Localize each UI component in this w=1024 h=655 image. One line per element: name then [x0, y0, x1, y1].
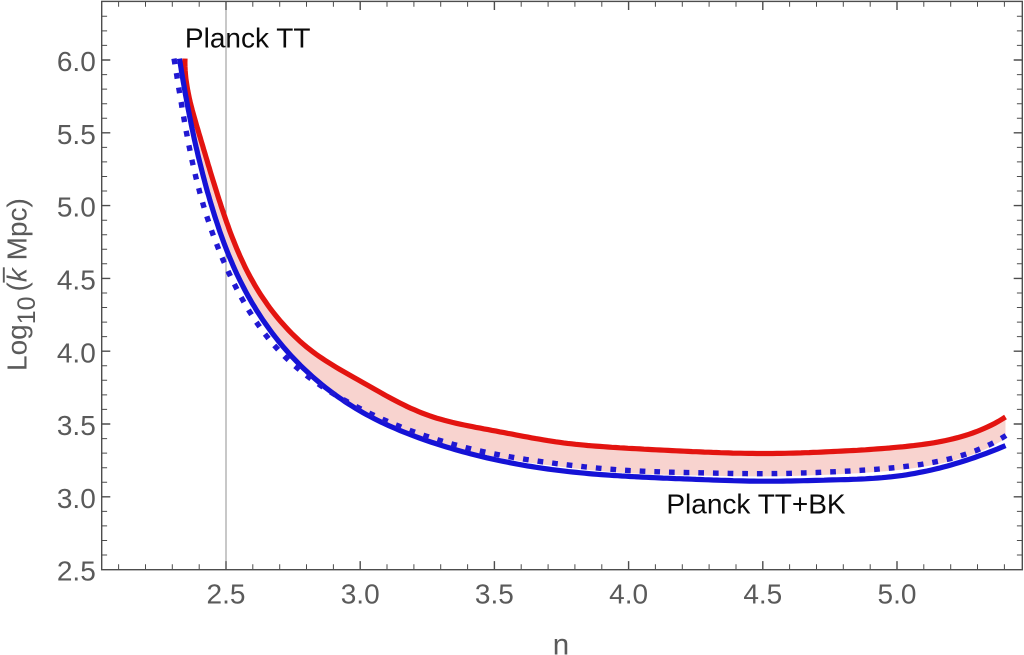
svg-text:4.5: 4.5: [57, 265, 96, 296]
svg-text:4.5: 4.5: [743, 579, 782, 610]
svg-text:Planck TT+BK: Planck TT+BK: [666, 488, 846, 519]
svg-text:4.0: 4.0: [57, 337, 96, 368]
svg-text:3.0: 3.0: [57, 483, 96, 514]
svg-text:n: n: [553, 628, 569, 655]
svg-text:3.5: 3.5: [57, 410, 96, 441]
svg-text:5.5: 5.5: [57, 119, 96, 150]
svg-text:5.0: 5.0: [57, 192, 96, 223]
svg-text:3.5: 3.5: [475, 579, 514, 610]
svg-text:4.0: 4.0: [609, 579, 648, 610]
svg-text:5.0: 5.0: [878, 579, 917, 610]
svg-text:6.0: 6.0: [57, 46, 96, 77]
svg-text:2.5: 2.5: [207, 579, 246, 610]
svg-text:Planck TT: Planck TT: [185, 23, 311, 54]
svg-text:2.5: 2.5: [57, 556, 96, 587]
svg-text:3.0: 3.0: [341, 579, 380, 610]
